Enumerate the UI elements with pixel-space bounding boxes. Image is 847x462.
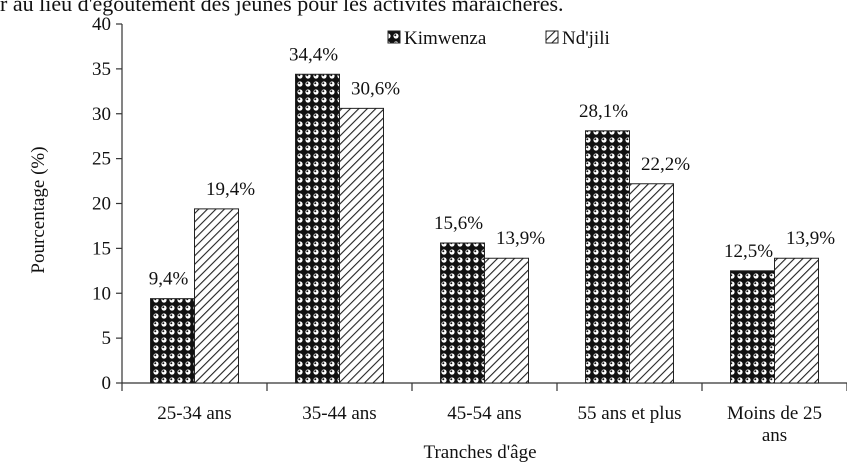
legend-swatch xyxy=(545,30,559,44)
data-label: 30,6% xyxy=(351,78,400,99)
data-label: 13,9% xyxy=(786,228,835,249)
legend-label: Nd'jili xyxy=(562,28,610,49)
y-tick-label: 10 xyxy=(92,283,111,304)
bar-kimwenza xyxy=(730,270,775,384)
y-tick-label: 40 xyxy=(92,14,111,35)
y-tick-label: 5 xyxy=(102,328,112,349)
data-label: 13,9% xyxy=(496,228,545,249)
bar-ndjili xyxy=(774,257,819,384)
data-label: 15,6% xyxy=(434,213,483,234)
legend-label: Kimwenza xyxy=(404,28,487,49)
y-tick-label: 20 xyxy=(92,194,111,215)
x-tick-label: 35-44 ans xyxy=(302,403,376,424)
data-label: 28,1% xyxy=(579,101,628,122)
data-label: 22,2% xyxy=(641,154,690,175)
bar-kimwenza xyxy=(295,73,340,384)
x-tick-label: 55 ans et plus xyxy=(578,403,682,424)
data-labels: 9,4% 34,4% 15,6% 28,1% 12,5% 19,4% 30,6% 13,9% 2… xyxy=(149,44,836,289)
y-axis-title: Pourcentage (%) xyxy=(28,146,49,273)
bar-ndjili xyxy=(629,183,674,384)
data-label: 9,4% xyxy=(149,269,189,290)
axes: 0 5 10 15 20 25 30 35 40 25-34 ans 35-44 ans 45-54 … xyxy=(92,14,847,446)
data-label: 12,5% xyxy=(724,241,773,262)
bar-kimwenza xyxy=(440,242,485,384)
y-tick-label: 15 xyxy=(92,238,111,259)
bar-kimwenza xyxy=(150,298,195,384)
y-tick-label: 0 xyxy=(102,373,112,394)
x-tick-label: 25-34 ans xyxy=(157,403,231,424)
bar-kimwenza xyxy=(585,130,630,384)
bars xyxy=(150,73,819,384)
data-label: 19,4% xyxy=(206,179,255,200)
x-tick-label: Moins de 25 xyxy=(727,403,822,424)
bar-ndjili xyxy=(339,107,384,384)
bar-ndjili xyxy=(484,257,529,384)
x-tick-label: 45-54 ans xyxy=(447,403,521,424)
legend-swatch xyxy=(387,30,401,44)
legend: Kimwenza Nd'jili xyxy=(387,28,610,49)
y-tick-label: 30 xyxy=(92,104,111,125)
y-tick-label: 25 xyxy=(92,149,111,170)
x-tick-label: ans xyxy=(762,425,787,446)
bar-ndjili xyxy=(194,208,239,384)
caption-text: r au lieu d'égoutement des jeunes pour l… xyxy=(0,0,564,16)
data-label: 34,4% xyxy=(289,44,338,65)
y-tick-label: 35 xyxy=(92,59,111,80)
x-axis-title: Tranches d'âge xyxy=(424,442,537,462)
